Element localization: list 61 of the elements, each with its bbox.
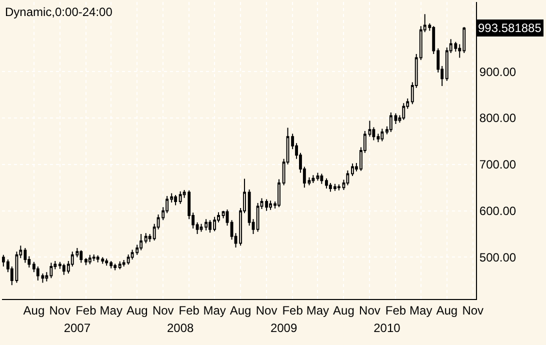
x-tick-label: Aug: [436, 303, 458, 318]
x-tick-label: Nov: [462, 303, 484, 318]
candlestick: [256, 202, 260, 232]
candlestick: [316, 172, 320, 182]
candlestick: [351, 162, 354, 177]
x-tick-label: Feb: [76, 303, 97, 318]
x-tick-label: Nov: [359, 303, 380, 318]
candlestick: [226, 208, 229, 226]
candlestick: [140, 234, 143, 251]
candlestick: [308, 176, 311, 186]
y-tick-label: 600.00: [479, 204, 516, 218]
y-tick-label: 900.00: [479, 64, 516, 79]
candlestick: [278, 178, 280, 208]
candlestick: [394, 112, 398, 125]
candlestick: [368, 120, 372, 138]
y-tick-label: 700.00: [479, 158, 516, 172]
x-tick-label: May: [410, 303, 432, 318]
x2-tick-label: 2010: [374, 321, 401, 335]
candlestick: [105, 258, 108, 266]
x2-tick-label: 2008: [167, 321, 194, 335]
x-tick-label: Feb: [282, 303, 304, 318]
candlestick: [333, 183, 336, 192]
candlestick: [174, 194, 178, 206]
x-tick-label: May: [100, 303, 122, 318]
y-tick-label: 800.00: [479, 111, 516, 126]
candlestick: [346, 170, 350, 186]
x-tick-label: Aug: [23, 303, 45, 318]
chart-title: Dynamic,0:00-24:00: [5, 5, 113, 19]
candlestick: [144, 232, 148, 244]
candlestick: [389, 112, 392, 132]
candlestick: [320, 173, 324, 184]
candlestick: [178, 190, 182, 204]
x-tick-label: Feb: [178, 303, 200, 318]
x-tick-label: Aug: [333, 303, 354, 318]
text: 993.581885: [478, 21, 542, 35]
candlestick: [337, 184, 340, 191]
x-tick-label: Nov: [256, 303, 278, 318]
x-tick-label: Aug: [230, 303, 252, 318]
candlestick: [114, 263, 117, 271]
candlestick: [80, 250, 83, 264]
x-tick-label: Aug: [126, 303, 148, 318]
candlestick: [88, 254, 92, 265]
x-tick-label: Nov: [152, 303, 174, 318]
candlestick: [204, 218, 208, 231]
y-tick-label: 500.00: [479, 250, 516, 264]
x-tick-label: Nov: [49, 303, 71, 318]
candlestick: [200, 223, 203, 232]
candlestick: [126, 254, 130, 266]
candlestick: [325, 178, 328, 190]
x2-tick-label: 2009: [270, 321, 298, 335]
candlestick: [402, 102, 406, 120]
x-tick-label: Feb: [385, 303, 406, 318]
x2-tick-label: 2007: [64, 321, 91, 335]
candlestick: [92, 254, 96, 262]
x-tick-label: May: [203, 303, 226, 318]
x-tick-label: May: [306, 303, 330, 318]
candlestick: [380, 128, 384, 142]
candlestick: [265, 198, 268, 212]
candlestick: [312, 174, 315, 184]
candlestick: [118, 260, 122, 270]
candlestick: [84, 258, 88, 266]
